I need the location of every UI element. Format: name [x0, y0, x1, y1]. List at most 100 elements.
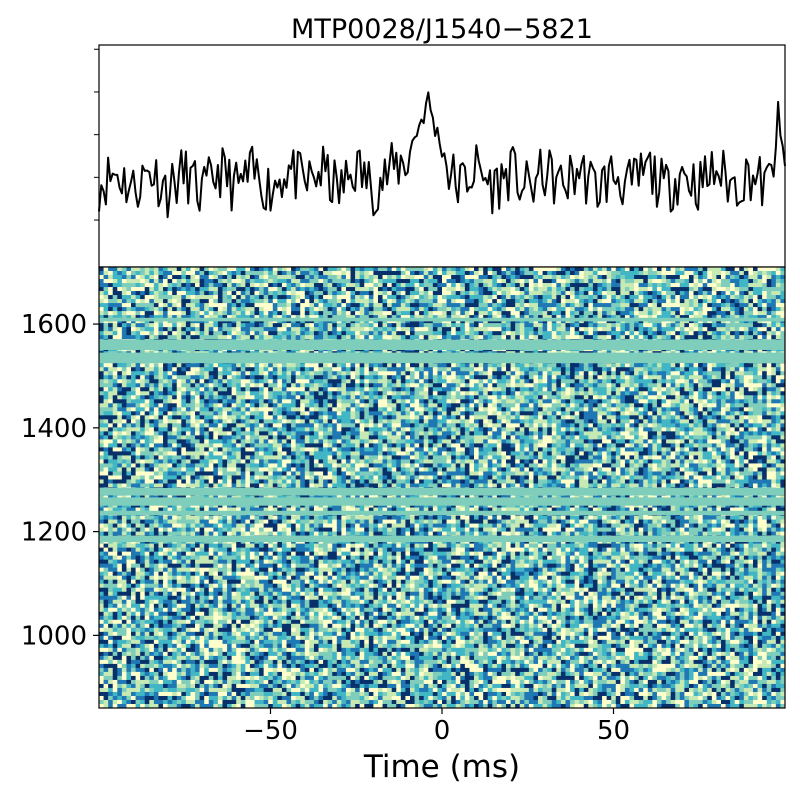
heatmap-cell	[300, 379, 306, 384]
heatmap-cell	[533, 371, 539, 376]
heatmap-cell	[716, 371, 722, 376]
heatmap-cell	[263, 387, 269, 392]
heatmap-cell	[451, 315, 457, 320]
heatmap-cell	[217, 299, 223, 304]
heatmap-cell	[345, 275, 351, 280]
heatmap-cell	[167, 375, 173, 380]
heatmap-cell	[762, 379, 768, 384]
heatmap-cell	[652, 331, 658, 336]
heatmap-cell	[112, 363, 118, 368]
heatmap-cell	[227, 291, 232, 296]
heatmap-cell	[391, 379, 397, 384]
heatmap-cell	[501, 315, 507, 320]
heatmap-cell	[460, 295, 466, 300]
heatmap-cell	[103, 371, 109, 376]
heatmap-cell	[172, 295, 178, 300]
heatmap-cell	[574, 395, 580, 400]
heatmap-cell	[556, 271, 562, 276]
heatmap-cell	[661, 367, 667, 372]
heatmap-cell	[300, 287, 306, 292]
heatmap-cell	[364, 299, 370, 304]
heatmap-cell	[698, 275, 704, 280]
heatmap-cell	[195, 395, 200, 400]
heatmap-cell	[533, 331, 539, 336]
heatmap-cell	[268, 307, 274, 312]
heatmap-cell	[469, 335, 475, 340]
heatmap-cell	[780, 271, 786, 276]
heatmap-cell	[775, 395, 781, 400]
heatmap-cell	[515, 375, 521, 380]
heatmap-cell	[460, 375, 466, 380]
heatmap-cell	[446, 367, 452, 372]
heatmap-cell	[291, 311, 296, 316]
heatmap-cell	[656, 387, 662, 392]
heatmap-cell	[579, 279, 585, 284]
heatmap-cell	[149, 387, 155, 392]
heatmap-cell	[423, 271, 429, 276]
heatmap-cell	[117, 387, 123, 392]
heatmap-cell	[144, 327, 150, 332]
heatmap-cell	[702, 315, 708, 320]
heatmap-cell	[492, 283, 498, 288]
heatmap-cell	[112, 295, 118, 300]
heatmap-cell	[208, 371, 214, 376]
heatmap-cell	[368, 287, 374, 292]
heatmap-cell	[144, 267, 150, 272]
heatmap-cell	[391, 375, 397, 380]
heatmap-cell	[217, 283, 223, 288]
heatmap-cell	[496, 267, 502, 272]
heatmap-cell	[323, 279, 329, 284]
heatmap-cell	[140, 267, 146, 272]
heatmap-cell	[245, 387, 251, 392]
heatmap-cell	[693, 315, 699, 320]
heatmap-cell	[547, 323, 553, 328]
heatmap-cell	[195, 399, 200, 404]
heatmap-cell	[227, 391, 232, 396]
heatmap-cell	[309, 279, 315, 284]
heatmap-cell	[707, 387, 713, 392]
heatmap-cell	[579, 327, 585, 332]
heatmap-cell	[240, 391, 246, 396]
heatmap-cell	[199, 335, 205, 340]
heatmap-cell	[688, 271, 694, 276]
heatmap-cell	[570, 367, 575, 372]
heatmap-cell	[277, 295, 283, 300]
heatmap-cell	[474, 279, 479, 284]
heatmap-cell	[158, 363, 164, 368]
heatmap-cell	[336, 383, 342, 388]
heatmap-cell	[387, 307, 393, 312]
heatmap-cell	[501, 311, 507, 316]
heatmap-cell	[551, 323, 557, 328]
heatmap-cell	[158, 391, 164, 396]
heatmap-cell	[771, 287, 777, 292]
heatmap-cell	[629, 367, 635, 372]
heatmap-cell	[455, 275, 461, 280]
heatmap-cell	[725, 299, 731, 304]
heatmap-cell	[725, 315, 731, 320]
heatmap-cell	[231, 379, 237, 384]
heatmap-cell	[254, 275, 260, 280]
heatmap-cell	[684, 271, 690, 276]
heatmap-cell	[451, 279, 457, 284]
heatmap-cell	[414, 375, 420, 380]
heatmap-cell	[547, 271, 553, 276]
heatmap-cell	[373, 275, 379, 280]
heatmap-cell	[345, 307, 351, 312]
heatmap-cell	[199, 267, 205, 272]
heatmap-cell	[647, 363, 653, 368]
heatmap-cell	[227, 363, 232, 368]
heatmap-cell	[638, 271, 644, 276]
heatmap-cell	[588, 311, 594, 316]
heatmap-cell	[126, 275, 132, 280]
heatmap-cell	[606, 327, 612, 332]
heatmap-cell	[771, 327, 777, 332]
heatmap-cell	[606, 379, 612, 384]
heatmap-cell	[309, 327, 315, 332]
heatmap-cell	[208, 395, 214, 400]
heatmap-cell	[249, 307, 255, 312]
heatmap-cell	[542, 363, 548, 368]
heatmap-cell	[423, 363, 429, 368]
heatmap-cell	[272, 295, 278, 300]
heatmap-cell	[611, 383, 617, 388]
heatmap-cell	[144, 311, 150, 316]
